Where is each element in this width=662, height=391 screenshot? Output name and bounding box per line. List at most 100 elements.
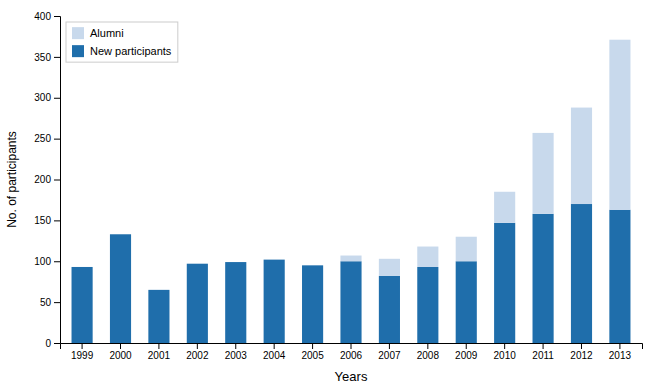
- legend-box: [66, 22, 178, 62]
- bar: [110, 234, 131, 235]
- tick-mark: [466, 343, 467, 349]
- tick: 1999: [71, 343, 94, 361]
- tick: 2004: [263, 343, 286, 361]
- tick: 2008: [417, 343, 440, 361]
- bar: [264, 259, 285, 260]
- x-axis-title: Years: [335, 369, 368, 384]
- tick-label: 2007: [378, 350, 401, 361]
- tick-mark: [54, 180, 60, 181]
- tick-mark: [54, 57, 60, 58]
- series: [340, 40, 630, 276]
- tick-mark: [581, 343, 582, 349]
- bar: [417, 267, 438, 343]
- tick-label: 2011: [532, 350, 554, 361]
- tick-label: 2012: [570, 350, 593, 361]
- tick: 2002: [186, 343, 209, 361]
- tick-label: 2002: [186, 350, 209, 361]
- axis-line: [54, 17, 61, 344]
- tick-label: 200: [34, 174, 51, 185]
- legend-item: New participants: [72, 45, 172, 57]
- tick-label: 150: [34, 215, 51, 226]
- tick-label: 250: [34, 133, 51, 144]
- tick: 0: [45, 338, 60, 349]
- legend: Alumni New participants: [66, 22, 178, 62]
- bar: [187, 264, 208, 343]
- bar: [456, 237, 477, 262]
- tick-label: 2013: [609, 350, 632, 361]
- bar: [494, 192, 515, 223]
- bar: [225, 262, 246, 343]
- plot: 0 50 100 150 200 250 300 350 400 1999 2000 2001 2002…: [34, 11, 642, 361]
- y-axis-title: No. of participants: [5, 131, 19, 228]
- tick-label: 2000: [109, 350, 132, 361]
- tick-mark: [54, 220, 60, 221]
- tick: 150: [34, 215, 60, 226]
- tick: 2005: [301, 343, 324, 361]
- tick-mark: [82, 343, 83, 349]
- tick-mark: [54, 16, 60, 17]
- tick-label: 2006: [340, 350, 363, 361]
- tick-label: 2010: [494, 350, 517, 361]
- bar: [379, 276, 400, 343]
- bar: [417, 247, 438, 267]
- tick-mark: [504, 343, 505, 349]
- legend-item: Alumni: [72, 27, 124, 39]
- legend-label: Alumni: [90, 27, 124, 39]
- tick-mark: [54, 98, 60, 99]
- bar: [72, 267, 93, 343]
- bar: [571, 108, 592, 204]
- tick: 250: [34, 133, 60, 144]
- y-axis: 0 50 100 150 200 250 300 350 400: [34, 11, 60, 349]
- tick-label: 2001: [148, 350, 171, 361]
- tick-mark: [54, 343, 60, 344]
- tick: 2001: [148, 343, 171, 361]
- tick-label: 300: [34, 92, 51, 103]
- tick: 2010: [494, 343, 517, 361]
- tick: 2007: [378, 343, 401, 361]
- tick: 350: [34, 52, 60, 63]
- bar: [379, 259, 400, 276]
- tick-mark: [619, 343, 620, 349]
- tick: 2013: [609, 343, 632, 361]
- tick-label: 100: [34, 256, 51, 267]
- tick: 300: [34, 92, 60, 103]
- tick: 2000: [109, 343, 132, 361]
- bar: [110, 234, 131, 343]
- tick-label: 400: [34, 11, 51, 22]
- tick-mark: [312, 343, 313, 349]
- tick: 2012: [570, 343, 593, 361]
- bar: [340, 256, 361, 262]
- tick-mark: [54, 261, 60, 262]
- tick-mark: [197, 343, 198, 349]
- tick-mark: [54, 302, 60, 303]
- legend-swatch: [72, 27, 84, 39]
- bars: [72, 40, 631, 343]
- chart: 0 50 100 150 200 250 300 350 400 1999 2000 2001 2002…: [0, 0, 662, 391]
- bar: [609, 40, 630, 210]
- tick: 50: [40, 297, 60, 308]
- tick-mark: [543, 343, 544, 349]
- bar: [533, 214, 554, 343]
- tick-label: 2003: [225, 350, 248, 361]
- series: [72, 204, 631, 343]
- bar: [148, 289, 169, 290]
- bar: [571, 204, 592, 343]
- bar: [225, 262, 246, 263]
- tick: 2003: [225, 343, 248, 361]
- tick: 400: [34, 11, 60, 22]
- bar: [609, 210, 630, 343]
- axis-line: [61, 344, 643, 350]
- bar: [72, 266, 93, 267]
- tick-label: 0: [45, 338, 51, 349]
- bar: [302, 265, 323, 343]
- bar: [148, 290, 169, 343]
- tick-mark: [274, 343, 275, 349]
- tick-mark: [54, 139, 60, 140]
- x-axis: 1999 2000 2001 2002 2003 2004 2005 2006 2007 2008…: [61, 343, 643, 361]
- tick-label: 350: [34, 52, 51, 63]
- tick-label: 1999: [71, 350, 94, 361]
- legend-swatch: [72, 45, 84, 57]
- tick: 2006: [340, 343, 363, 361]
- tick: 200: [34, 174, 60, 185]
- tick-label: 2008: [417, 350, 440, 361]
